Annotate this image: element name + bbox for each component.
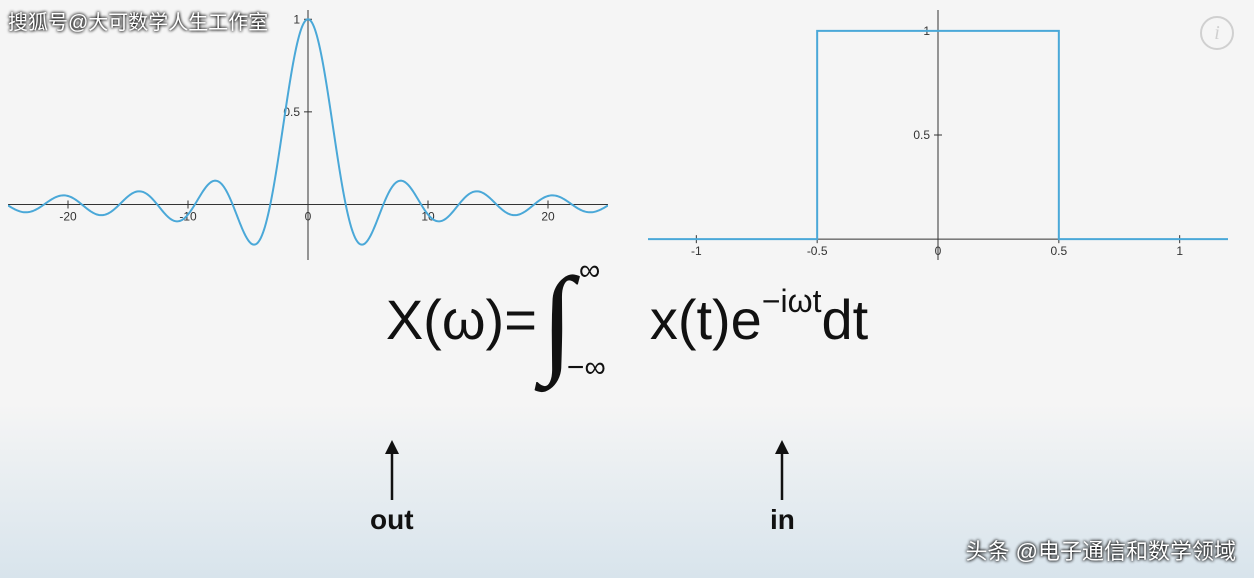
lhs-pre: X( bbox=[386, 287, 442, 352]
svg-text:0.5: 0.5 bbox=[1050, 244, 1067, 258]
integral-block: ∞ ∫ −∞ bbox=[541, 260, 606, 378]
watermark-bottom-right: 头条 @电子通信和数学领域 bbox=[966, 534, 1236, 566]
svg-text:0: 0 bbox=[305, 209, 312, 223]
charts-row: -20-10010200.51 -1-0.500.510.51 bbox=[0, 0, 1254, 260]
out-arrow-label: out bbox=[370, 440, 414, 536]
svg-text:-20: -20 bbox=[59, 209, 77, 223]
svg-text:0: 0 bbox=[935, 244, 942, 258]
arrow-up-icon bbox=[382, 440, 402, 500]
rhs-exponent: −iωt bbox=[762, 283, 822, 320]
rhs-post: dt bbox=[821, 287, 868, 352]
arrow-up-icon bbox=[772, 440, 792, 500]
rect-chart: -1-0.500.510.51 bbox=[648, 10, 1228, 260]
integral-lower-limit: −∞ bbox=[567, 357, 606, 378]
in-arrow-label: in bbox=[770, 440, 795, 536]
in-label-text: in bbox=[770, 504, 795, 536]
sinc-chart: -20-10010200.51 bbox=[8, 10, 608, 260]
rhs-pre: x(t)e bbox=[650, 287, 762, 352]
svg-text:-1: -1 bbox=[691, 244, 702, 258]
fourier-formula: X(ω)= ∞ ∫ −∞ x(t)e−iωt dt bbox=[386, 260, 868, 378]
svg-text:0.5: 0.5 bbox=[913, 128, 930, 142]
svg-text:20: 20 bbox=[541, 209, 555, 223]
lhs-var: ω bbox=[442, 287, 486, 352]
integral-upper-limit: ∞ bbox=[579, 260, 600, 281]
svg-text:1: 1 bbox=[1176, 244, 1183, 258]
svg-text:10: 10 bbox=[421, 209, 435, 223]
svg-text:1: 1 bbox=[293, 12, 300, 26]
svg-text:-10: -10 bbox=[179, 209, 197, 223]
svg-text:-0.5: -0.5 bbox=[807, 244, 828, 258]
out-label-text: out bbox=[370, 504, 414, 536]
lhs-post: )= bbox=[486, 287, 537, 352]
formula-area: X(ω)= ∞ ∫ −∞ x(t)e−iωt dt bbox=[0, 260, 1254, 378]
